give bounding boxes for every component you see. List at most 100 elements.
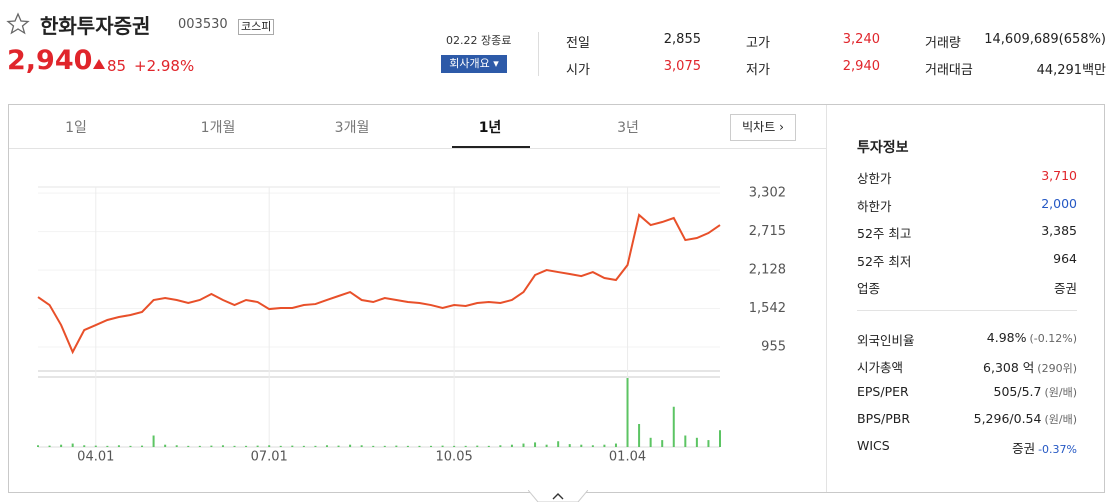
volume-bar bbox=[221, 445, 224, 447]
info-value: 증권 -0.37% bbox=[1012, 438, 1077, 457]
info-main: 증권 bbox=[1012, 441, 1036, 456]
volume-bar bbox=[695, 437, 698, 447]
volume-bar bbox=[441, 445, 444, 447]
info-sub: (원/배) bbox=[1044, 386, 1077, 399]
quote-value: 3,075 bbox=[663, 59, 701, 74]
volume-bar bbox=[117, 445, 120, 447]
company-button-label: 회사개요 bbox=[449, 57, 490, 70]
info-label: 외국인비율 bbox=[857, 333, 915, 348]
tab[interactable]: 1개월 bbox=[200, 120, 236, 136]
volume-bar bbox=[453, 445, 456, 447]
volume-bar bbox=[279, 445, 282, 447]
volume-bar bbox=[649, 437, 652, 447]
info-sub: (-0.12%) bbox=[1029, 332, 1078, 345]
market-status: 02.22 장종료 bbox=[446, 34, 512, 47]
tab[interactable]: 1일 bbox=[65, 120, 87, 136]
volume-bar bbox=[591, 445, 594, 447]
info-label: EPS/PER bbox=[857, 384, 909, 399]
volume-bar bbox=[106, 445, 109, 447]
info-label: 52주 최저 bbox=[857, 253, 912, 269]
volume-bar bbox=[187, 445, 190, 447]
price-change-pct: +2.98% bbox=[134, 57, 195, 75]
quote-value: 2,940 bbox=[842, 59, 880, 74]
volume-bar bbox=[291, 445, 294, 447]
price-change: 85 bbox=[107, 57, 127, 75]
volume-bar bbox=[60, 444, 63, 447]
big-chart-button[interactable]: 빅차트 › bbox=[730, 114, 796, 141]
volume-bar bbox=[233, 445, 236, 447]
info-value: 3,710 bbox=[1041, 168, 1077, 183]
big-chart-label: 빅차트 bbox=[742, 120, 776, 134]
volume-bar bbox=[302, 445, 305, 447]
y-tick-label: 2,715 bbox=[749, 224, 786, 239]
tab-underline bbox=[452, 146, 530, 148]
volume-bar bbox=[476, 445, 479, 447]
volume-bar bbox=[534, 442, 537, 447]
info-sub: -0.37% bbox=[1038, 443, 1077, 456]
quote-label: 고가 bbox=[746, 36, 770, 51]
favorite-star[interactable] bbox=[6, 12, 30, 36]
volume-bar bbox=[245, 445, 248, 447]
volume-bar bbox=[499, 445, 502, 447]
volume-bar bbox=[37, 445, 39, 447]
divider bbox=[538, 32, 539, 76]
volume-bar bbox=[557, 441, 560, 447]
tab[interactable]: 1년 bbox=[478, 120, 502, 136]
volume-bar bbox=[314, 445, 317, 447]
quote-label: 시가 bbox=[566, 63, 590, 78]
info-label: WICS bbox=[857, 438, 890, 453]
volume-bar bbox=[175, 445, 178, 447]
info-value: 증권 bbox=[1053, 281, 1077, 296]
volume-bar bbox=[626, 378, 629, 447]
company-button[interactable]: 회사개요 ▾ bbox=[441, 55, 507, 73]
info-label: 상한가 bbox=[857, 171, 892, 186]
up-arrow bbox=[93, 59, 105, 69]
x-tick-label: 01.04 bbox=[609, 450, 646, 465]
volume-bar bbox=[360, 445, 363, 447]
volume-bar bbox=[349, 444, 352, 447]
volume-bar bbox=[383, 445, 386, 447]
volume-bar bbox=[430, 445, 433, 447]
info-main: 6,308 억 bbox=[983, 360, 1035, 375]
volume-bar bbox=[719, 430, 721, 447]
quote-value: 14,609,689(658%) bbox=[984, 32, 1106, 47]
collapse-tab[interactable] bbox=[528, 490, 588, 502]
info-value: 2,000 bbox=[1041, 195, 1077, 211]
invest-title: 투자정보 bbox=[857, 140, 909, 156]
stock-code: 003530 bbox=[178, 17, 228, 32]
volume-bar bbox=[395, 445, 398, 447]
volume-bar bbox=[164, 444, 167, 447]
info-value: 4.98% (-0.12%) bbox=[987, 330, 1077, 345]
info-label: BPS/PBR bbox=[857, 411, 911, 426]
x-tick-label: 04.01 bbox=[77, 450, 114, 465]
info-value: 6,308 억 (290위) bbox=[983, 357, 1077, 376]
volume-bar bbox=[83, 445, 86, 447]
tab[interactable]: 3개월 bbox=[334, 120, 370, 136]
info-main: 4.98% bbox=[986, 330, 1027, 345]
volume-bar bbox=[256, 445, 259, 447]
volume-bar bbox=[268, 445, 271, 447]
volume-bar bbox=[372, 445, 375, 447]
info-label: 시가총액 bbox=[857, 360, 904, 375]
quote-value: 44,291백만 bbox=[1036, 63, 1106, 78]
tab[interactable]: 3년 bbox=[617, 120, 639, 136]
y-tick-label: 1,542 bbox=[749, 301, 786, 316]
x-tick-label: 07.01 bbox=[251, 450, 288, 465]
volume-bar bbox=[325, 445, 328, 447]
quote-value: 3,240 bbox=[842, 32, 880, 47]
volume-bar bbox=[48, 445, 51, 447]
volume-bar bbox=[568, 444, 571, 447]
stock-name: 한화투자증권 bbox=[40, 14, 151, 38]
info-label: 하한가 bbox=[857, 198, 892, 214]
volume-bar bbox=[707, 440, 710, 447]
volume-bar bbox=[464, 445, 467, 447]
volume-bar bbox=[418, 445, 421, 447]
quote-label: 거래량 bbox=[925, 36, 961, 51]
info-main: 5,296/0.54 bbox=[973, 411, 1042, 426]
info-value: 964 bbox=[1053, 250, 1077, 266]
volume-bar bbox=[603, 444, 606, 447]
quote-value: 2,855 bbox=[663, 32, 701, 47]
volume-bar bbox=[487, 445, 490, 447]
volume-bar bbox=[580, 444, 583, 447]
